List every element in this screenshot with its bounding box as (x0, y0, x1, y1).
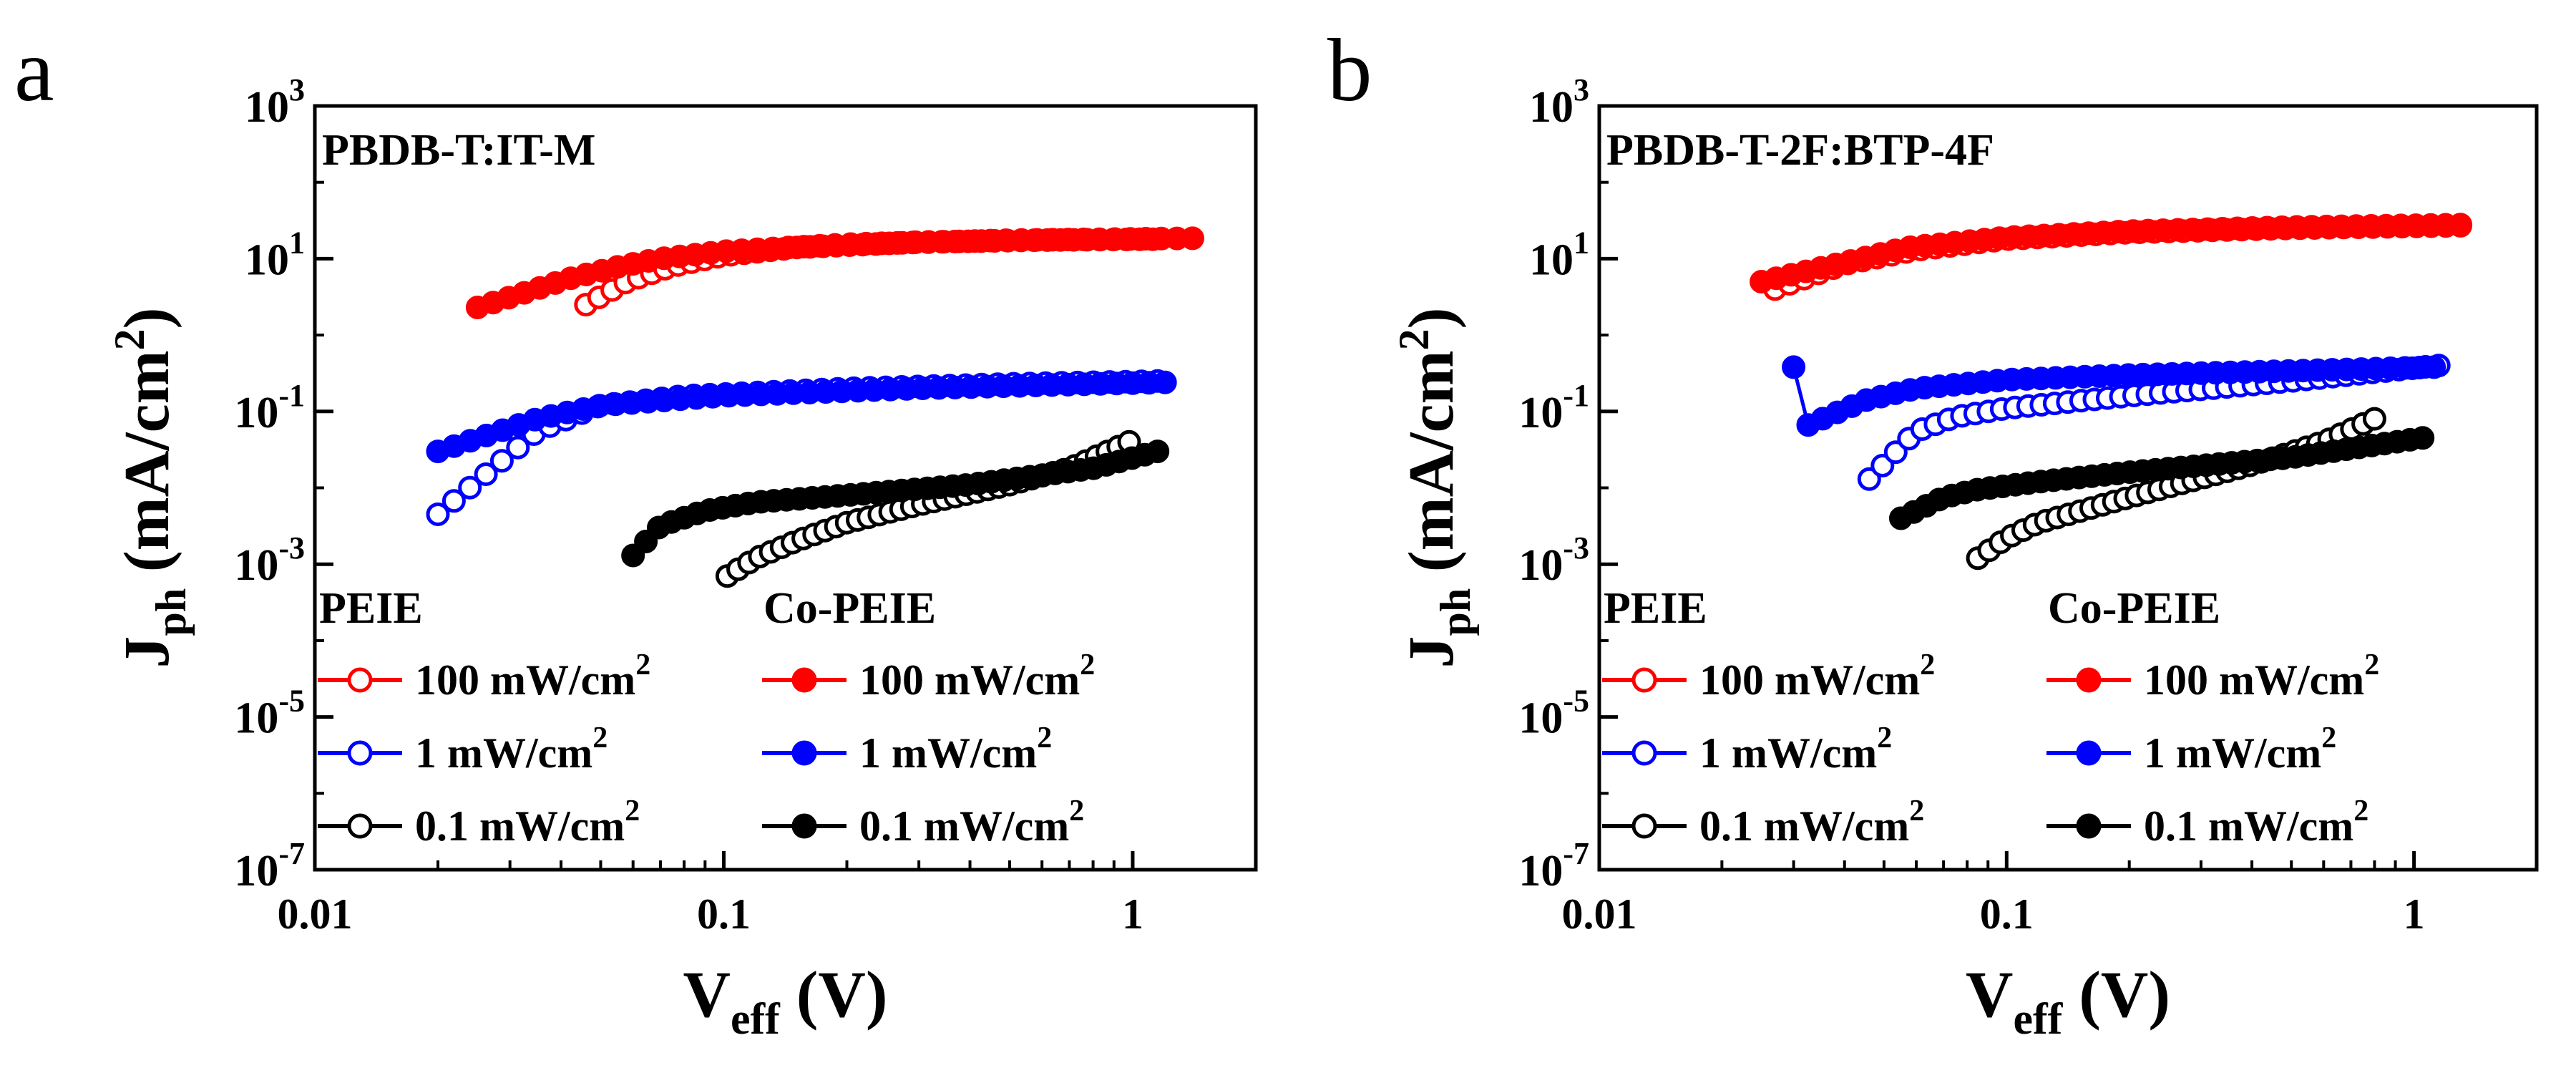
data-point (634, 530, 658, 553)
legend-marker (347, 667, 373, 693)
series-co-peie-3 (465, 226, 1204, 319)
data-point (2362, 407, 2386, 431)
legend-marker (1631, 813, 1657, 839)
legend-entry: 100 mW/cm2 (762, 649, 1095, 704)
legend-label: 1 mW/cm2 (2144, 722, 2336, 777)
y-axis-title: Jph (mA/cm2) (106, 307, 195, 668)
y-tick-label: 101 (245, 225, 305, 284)
series-co-peie-4 (1782, 355, 2446, 437)
series-co-peie-4 (426, 370, 1177, 464)
legend-marker (2076, 740, 2102, 766)
legend: PEIE Co-PEIE 100 mW/cm2 1 mW/cm2 0.1 mW/cm2 1… (318, 584, 1095, 850)
legend-label: 100 mW/cm2 (859, 649, 1095, 704)
legend: PEIE Co-PEIE 100 mW/cm2 1 mW/cm2 0.1 mW/cm2 1… (1602, 584, 2379, 850)
x-tick-label: 1 (1122, 890, 1143, 938)
x-tick-label: 0.01 (1562, 890, 1637, 938)
chart-title: PBDB-T-2F:BTP-4F (1606, 126, 1994, 175)
y-tick-label: 101 (1529, 225, 1589, 284)
legend-entry: 0.1 mW/cm2 (2046, 795, 2368, 850)
y-tick-label: 10-7 (1518, 836, 1589, 895)
legend-entry: 0.1 mW/cm2 (762, 795, 1084, 850)
y-tick-label: 10-1 (1518, 378, 1589, 437)
chart-panel-a: 0.01 0.1 1 103 101 10-1 10-3 10-5 10-7 Veff (V) Jp… (106, 72, 1258, 1044)
legend-label: 0.1 mW/cm2 (859, 795, 1084, 850)
legend-group-title: Co-PEIE (763, 584, 936, 633)
x-axis-title: Veff (V) (1966, 958, 2170, 1044)
data-point (474, 462, 498, 486)
legend-label: 100 mW/cm2 (1699, 649, 1935, 704)
data-point (1146, 440, 1170, 464)
y-tick-label: 10-3 (234, 530, 305, 590)
legend-entry: 1 mW/cm2 (762, 722, 1052, 777)
y-tick-label: 103 (245, 72, 305, 132)
x-axis-title: Veff (V) (683, 958, 888, 1044)
legend-entry: 100 mW/cm2 (1602, 649, 1935, 704)
legend-label: 0.1 mW/cm2 (2144, 795, 2368, 850)
legend-marker (791, 740, 817, 766)
y-tick-label: 10-7 (234, 836, 305, 895)
data-point (2422, 355, 2446, 379)
data-point (2449, 213, 2472, 237)
y-tick-label: 10-5 (1518, 684, 1589, 743)
legend-label: 100 mW/cm2 (2144, 649, 2379, 704)
series-co-peie-5 (621, 440, 1170, 568)
legend-marker (347, 813, 373, 839)
data-point (458, 475, 482, 500)
x-tick-label: 0.1 (697, 890, 751, 938)
legend-group-title: PEIE (319, 584, 423, 633)
legend-label: 1 mW/cm2 (1699, 722, 1892, 777)
legend-entry: 0.1 mW/cm2 (1602, 795, 1924, 850)
legend-group-title: Co-PEIE (2048, 584, 2220, 633)
panel-label-b: b (1327, 21, 1372, 120)
legend-marker (2076, 813, 2102, 839)
legend-marker (1631, 740, 1657, 766)
legend-label: 0.1 mW/cm2 (415, 795, 640, 850)
plot-area (426, 226, 1204, 588)
legend-entry: 100 mW/cm2 (318, 649, 650, 704)
legend-marker (347, 740, 373, 766)
data-point (1883, 440, 1908, 465)
legend-entry: 1 mW/cm2 (1602, 722, 1892, 777)
panel-label-a: a (14, 21, 54, 120)
data-point (506, 435, 530, 460)
legend-entry: 0.1 mW/cm2 (318, 795, 640, 850)
series-co-peie-3 (1750, 213, 2472, 293)
data-point (1181, 226, 1204, 251)
legend-group-title: PEIE (1604, 584, 1707, 633)
data-point (621, 543, 645, 568)
legend-entry: 100 mW/cm2 (2046, 649, 2379, 704)
legend-marker (1631, 667, 1657, 693)
y-tick-label: 103 (1529, 72, 1589, 132)
legend-label: 1 mW/cm2 (859, 722, 1052, 777)
legend-entry: 1 mW/cm2 (2046, 722, 2336, 777)
y-tick-label: 10-1 (234, 378, 305, 437)
data-point (441, 489, 466, 513)
chart-panel-b: 0.01 0.1 1 103 101 10-1 10-3 10-5 10-7 Veff (V) Jp… (1390, 72, 2539, 1044)
legend-entry: 1 mW/cm2 (318, 722, 608, 777)
chart-title: PBDB-T:IT-M (322, 126, 595, 175)
legend-marker (791, 667, 817, 693)
data-point (1782, 355, 1806, 379)
plot-area (1750, 213, 2472, 571)
x-tick-label: 0.1 (1980, 890, 2034, 938)
series-co-peie-5 (1889, 426, 2435, 530)
y-tick-label: 10-3 (1518, 530, 1589, 590)
data-point (1153, 370, 1177, 394)
data-point (2411, 426, 2435, 450)
x-tick-label: 0.01 (278, 890, 353, 938)
legend-label: 1 mW/cm2 (415, 722, 608, 777)
data-point (489, 449, 514, 473)
y-tick-label: 10-5 (234, 684, 305, 743)
x-tick-label: 1 (2404, 890, 2425, 938)
legend-marker (791, 813, 817, 839)
legend-label: 100 mW/cm2 (415, 649, 650, 704)
data-point (426, 502, 450, 526)
legend-marker (2076, 667, 2102, 693)
legend-label: 0.1 mW/cm2 (1699, 795, 1924, 850)
y-axis-title: Jph (mA/cm2) (1390, 307, 1479, 668)
